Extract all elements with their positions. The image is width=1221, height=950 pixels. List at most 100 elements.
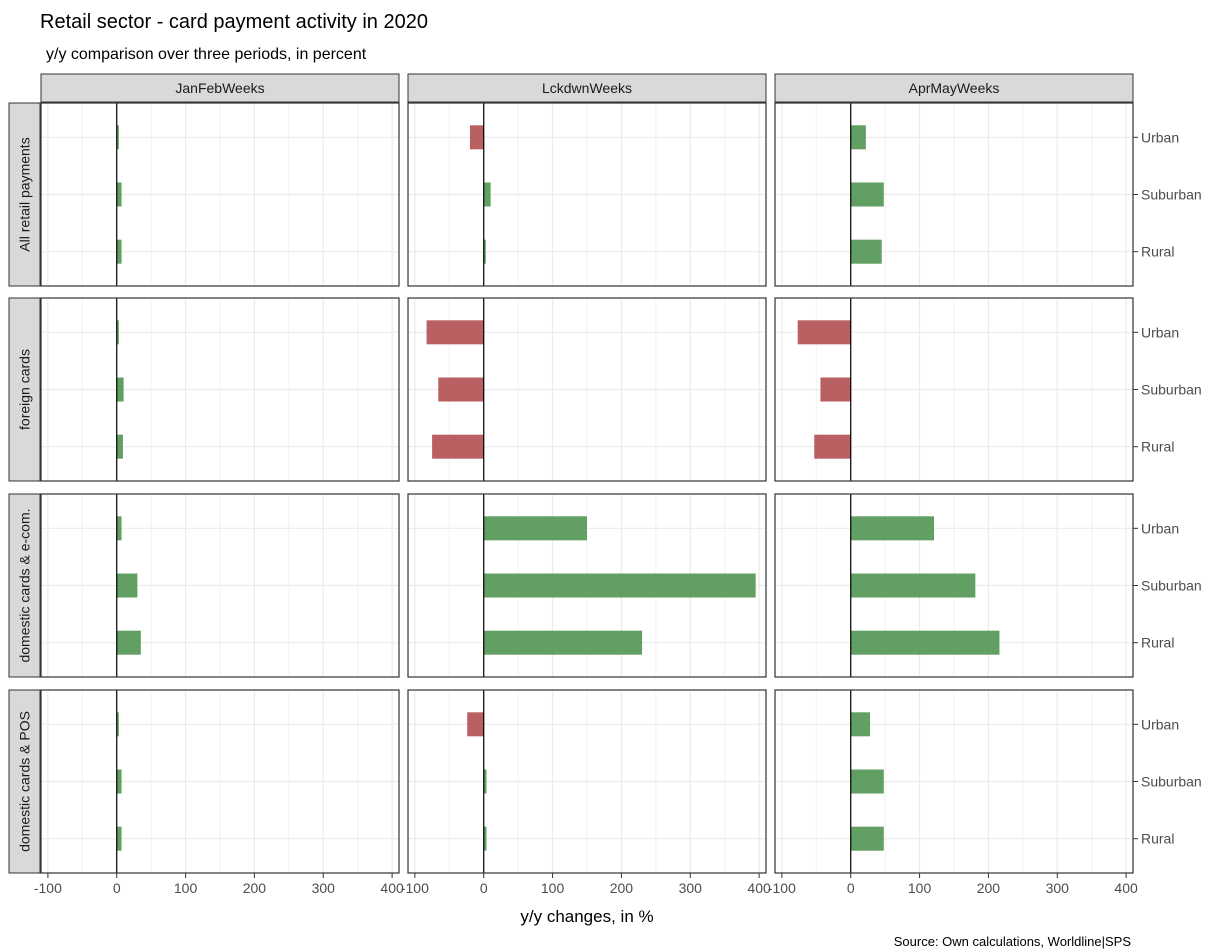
panel-border <box>407 689 767 874</box>
y-tick-label: Rural <box>1141 244 1174 260</box>
panel-border <box>40 493 400 678</box>
bar-urban <box>116 712 119 737</box>
column-strip <box>40 73 400 103</box>
x-tick-label: -100 <box>768 880 796 896</box>
bar-urban <box>426 320 484 345</box>
bar-urban <box>797 320 851 345</box>
x-tick-label: -100 <box>401 880 429 896</box>
row-strip-label: All retail payments <box>17 137 33 251</box>
bar-rural <box>483 826 487 851</box>
facet-panel <box>407 493 767 678</box>
bar-urban <box>469 125 484 150</box>
bar-suburban <box>850 182 884 207</box>
y-tick-label: Suburban <box>1141 187 1202 203</box>
chart-title: Retail sector - card payment activity in… <box>40 11 428 33</box>
y-tick-label: Urban <box>1141 324 1179 340</box>
y-tick-label: Urban <box>1141 520 1179 536</box>
bar-suburban <box>116 182 122 207</box>
y-tick-label: Suburban <box>1141 578 1202 594</box>
x-tick-label: 300 <box>312 880 336 896</box>
column-strip <box>407 73 767 103</box>
row-strip-label: domestic cards & e-com. <box>17 508 33 662</box>
panel-border <box>40 689 400 874</box>
row-strip <box>8 297 41 482</box>
facet-panel <box>40 102 400 287</box>
panel-border <box>40 297 400 482</box>
bar-suburban <box>850 769 884 794</box>
bar-rural <box>483 630 643 655</box>
row-strip-label: foreign cards <box>17 349 33 430</box>
bar-rural <box>116 826 122 851</box>
bar-rural <box>116 434 123 459</box>
column-strip-label: LckdwnWeeks <box>542 80 632 96</box>
y-tick-label: Urban <box>1141 716 1179 732</box>
panel-border <box>407 102 767 287</box>
chart-subtitle: y/y comparison over three periods, in pe… <box>46 46 367 63</box>
column-strip-label: JanFebWeeks <box>175 80 264 96</box>
x-tick-label: 400 <box>747 880 771 896</box>
bar-rural <box>116 630 141 655</box>
bar-rural <box>850 826 884 851</box>
row-strip-label: domestic cards & POS <box>17 711 33 852</box>
x-tick-label: 400 <box>1114 880 1138 896</box>
x-tick-label: 200 <box>243 880 267 896</box>
y-tick-label: Suburban <box>1141 774 1202 790</box>
bar-rural <box>432 434 484 459</box>
x-tick-label: 400 <box>380 880 404 896</box>
bar-suburban <box>116 573 138 598</box>
x-tick-label: 0 <box>480 880 488 896</box>
row-strip <box>8 493 41 678</box>
facet-panel <box>40 493 400 678</box>
x-tick-label: 0 <box>113 880 121 896</box>
facet-panel <box>407 689 767 874</box>
x-tick-label: 0 <box>847 880 855 896</box>
x-tick-label: 100 <box>541 880 565 896</box>
x-tick-label: 200 <box>610 880 634 896</box>
facet-panel <box>774 102 1134 287</box>
bar-rural <box>116 239 122 264</box>
bar-suburban <box>483 573 756 598</box>
bar-urban <box>850 125 866 150</box>
x-axis-title: y/y changes, in % <box>520 907 653 926</box>
plot-area: JanFebWeeks LckdwnWeeks AprMayWeeks All ret… <box>8 73 1202 896</box>
bar-urban <box>116 516 122 541</box>
y-tick-label: Rural <box>1141 831 1174 847</box>
bar-urban <box>850 516 935 541</box>
panel-border <box>407 297 767 482</box>
bar-suburban <box>438 377 484 402</box>
bar-suburban <box>116 769 122 794</box>
bar-suburban <box>820 377 851 402</box>
y-tick-label: Urban <box>1141 129 1179 145</box>
column-strip <box>774 73 1134 103</box>
chart-caption: Source: Own calculations, Worldline|SPS <box>894 934 1132 949</box>
x-tick-label: 200 <box>977 880 1001 896</box>
facet-panel <box>407 102 767 287</box>
x-tick-label: 300 <box>679 880 703 896</box>
facet-panel <box>774 689 1134 874</box>
facet-panel <box>774 493 1134 678</box>
facet-panel <box>40 689 400 874</box>
bar-suburban <box>850 573 976 598</box>
bar-urban <box>116 125 119 150</box>
bar-urban <box>116 320 119 345</box>
panel-border <box>40 102 400 287</box>
x-tick-label: 300 <box>1046 880 1070 896</box>
bar-urban <box>483 516 587 541</box>
bar-urban <box>467 712 484 737</box>
y-tick-label: Suburban <box>1141 382 1202 398</box>
bar-suburban <box>483 182 491 207</box>
facet-panel <box>40 297 400 482</box>
facet-panel <box>774 297 1134 482</box>
column-strip-label: AprMayWeeks <box>909 80 1000 96</box>
bar-rural <box>850 239 882 264</box>
bar-rural <box>814 434 851 459</box>
bar-rural <box>483 239 486 264</box>
row-strip <box>8 102 41 287</box>
bar-rural <box>850 630 1000 655</box>
y-tick-label: Rural <box>1141 439 1174 455</box>
facet-panel <box>407 297 767 482</box>
x-tick-label: 100 <box>174 880 198 896</box>
bar-suburban <box>116 377 124 402</box>
x-tick-label: 100 <box>908 880 932 896</box>
